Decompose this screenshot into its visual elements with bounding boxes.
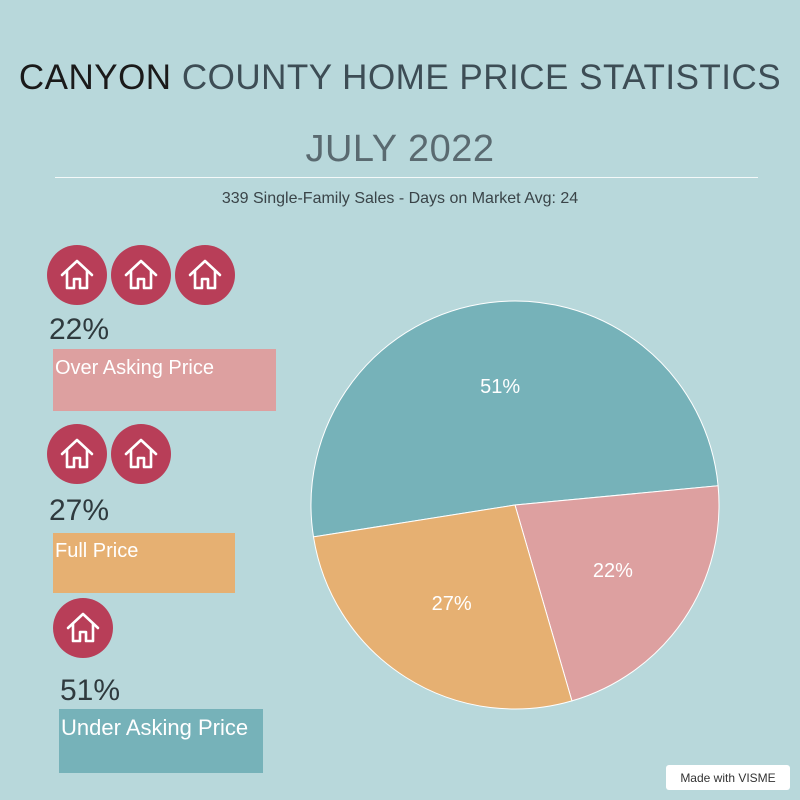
house-icon xyxy=(47,424,107,484)
house-icon xyxy=(111,424,171,484)
page-subtitle: JULY 2022 xyxy=(305,128,495,170)
pie-chart: 51% 22% 27% xyxy=(310,300,720,710)
legend-label-over-asking: Over Asking Price xyxy=(53,349,276,411)
sales-summary: 339 Single-Family Sales - Days on Market… xyxy=(221,190,579,207)
made-with-visme-badge[interactable]: Made with VISME xyxy=(666,765,790,790)
title-rest: COUNTY HOME PRICE STATISTICS xyxy=(171,58,782,97)
legend-icons-under-asking xyxy=(53,598,113,658)
page-title: CANYON COUNTY HOME PRICE STATISTICS xyxy=(0,58,800,98)
house-icon xyxy=(175,245,235,305)
pie-slice-label: 27% xyxy=(432,593,472,615)
pie-slice xyxy=(514,485,720,702)
legend-percent-full-price: 27% xyxy=(49,494,110,527)
house-icon xyxy=(53,598,113,658)
pie-slice xyxy=(310,300,719,538)
pie-slice-label: 51% xyxy=(480,376,520,398)
title-strong: CANYON xyxy=(18,58,172,97)
legend-percent-over-asking: 22% xyxy=(49,313,110,346)
house-icon xyxy=(111,245,171,305)
divider xyxy=(55,177,758,178)
legend-icons-over-asking xyxy=(47,245,235,305)
pie-slice xyxy=(312,504,573,710)
pie-slice-label: 22% xyxy=(593,560,633,582)
house-icon xyxy=(47,245,107,305)
legend-percent-under-asking: 51% xyxy=(60,674,121,707)
legend-label-under-asking: Under Asking Price xyxy=(59,709,263,773)
legend-icons-full-price xyxy=(47,424,171,484)
legend-label-full-price: Full Price xyxy=(53,533,235,593)
